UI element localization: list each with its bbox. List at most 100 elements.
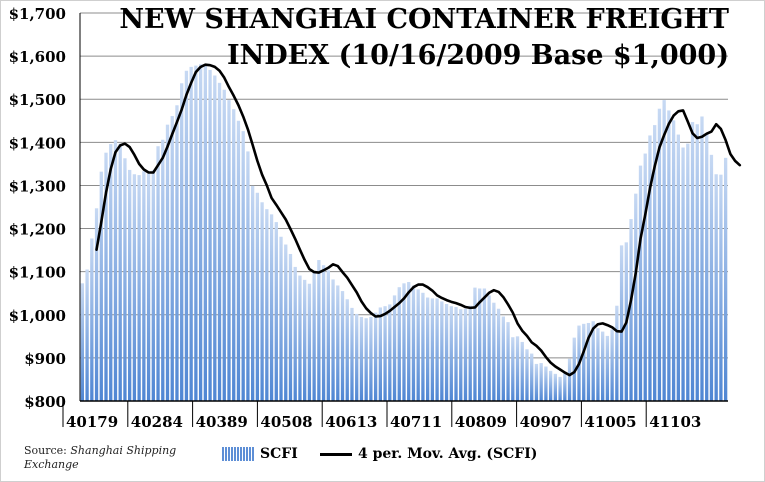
legend-label-scfi: SCFI: [260, 446, 298, 462]
bar: [359, 316, 364, 401]
bar: [605, 335, 610, 401]
bar: [355, 313, 359, 401]
bar: [321, 265, 326, 401]
bar: [132, 174, 137, 401]
bar: [553, 373, 558, 401]
x-tick-label: 40711: [390, 413, 442, 431]
bar: [676, 134, 680, 401]
bar: [530, 353, 534, 401]
bar: [378, 307, 382, 401]
bar: [643, 153, 647, 401]
bar: [511, 337, 515, 401]
y-tick-labels: $800 $900 $1,000 $1,100 $1,200 $1,300 $1,400 $1…: [9, 5, 66, 411]
bar: [619, 245, 624, 401]
bar: [170, 116, 174, 401]
bar: [250, 185, 255, 401]
x-tick-label: 40284: [131, 413, 183, 431]
bar: [515, 336, 520, 401]
bar: [700, 116, 704, 401]
bar: [402, 283, 406, 401]
legend-bar-swatch: [222, 447, 254, 461]
bar: [326, 270, 330, 401]
bar: [274, 222, 278, 401]
bar: [203, 65, 207, 401]
bar: [534, 363, 539, 401]
bar: [444, 304, 449, 401]
bar: [293, 266, 297, 401]
bar: [184, 70, 189, 402]
bar: [118, 143, 122, 401]
bar: [610, 329, 614, 401]
bar: [459, 309, 463, 401]
bar: [151, 170, 155, 401]
bar: [425, 297, 430, 401]
bar: [657, 108, 662, 402]
bar: [407, 282, 411, 401]
chart-title-line-1: NEW SHANGHAI CONTAINER FREIGHT: [119, 4, 729, 35]
bar: [525, 349, 529, 401]
bar: [572, 337, 576, 401]
bar: [142, 171, 146, 401]
bar: [383, 306, 387, 401]
bar: [232, 109, 236, 401]
bar: [719, 174, 723, 401]
bar: [90, 238, 94, 401]
bar: [558, 376, 562, 401]
x-tick-label: 40613: [325, 413, 377, 431]
bar: [463, 308, 468, 401]
bar: [686, 143, 690, 401]
bar: [364, 318, 368, 401]
y-tick-label: $1,600: [9, 48, 66, 66]
y-tick-label: $800: [24, 393, 66, 411]
y-tick-label: $1,700: [9, 5, 66, 23]
source-note: Source: Shanghai Shipping: [24, 444, 176, 457]
bar: [80, 283, 85, 401]
bar: [307, 283, 312, 401]
bar-series-scfi: [80, 64, 728, 402]
x-tick-labels: 40179 40284 40389 40508 40613 40711 40809 40907…: [62, 401, 701, 431]
bar: [269, 214, 274, 401]
bar: [165, 124, 170, 401]
bar: [392, 295, 397, 401]
bar: [279, 236, 283, 401]
x-tick-label: 40809: [455, 413, 507, 431]
legend-item-scfi: SCFI: [222, 446, 298, 462]
bar: [567, 358, 572, 401]
bar: [596, 328, 600, 401]
bar: [85, 269, 89, 401]
moving-average-line: [95, 63, 742, 377]
bar: [123, 158, 127, 401]
bar: [411, 285, 416, 401]
bar: [194, 65, 198, 401]
bar: [222, 89, 226, 402]
bar: [236, 120, 241, 401]
bar: [487, 295, 491, 401]
legend-label-moving-average: 4 per. Mov. Avg. (SCFI): [358, 446, 538, 462]
bar: [473, 287, 477, 401]
bar: [563, 371, 567, 401]
bar: [213, 75, 217, 401]
bar: [723, 157, 728, 401]
bar: [99, 171, 103, 401]
bar: [397, 287, 401, 401]
y-tick-label: $1,300: [9, 177, 66, 195]
bar: [482, 288, 487, 401]
bar: [615, 305, 619, 401]
y-tick-label: $1,400: [9, 134, 66, 152]
bar: [94, 208, 99, 401]
bar: [478, 288, 482, 401]
bar: [416, 289, 420, 401]
bar: [454, 307, 458, 401]
bar: [284, 244, 288, 401]
bar: [662, 100, 666, 401]
bar: [161, 139, 165, 401]
bar: [435, 298, 439, 401]
bar: [312, 270, 316, 401]
legend-line-swatch: [320, 452, 352, 456]
bar: [648, 135, 652, 401]
bar: [265, 209, 269, 401]
bar: [653, 125, 657, 401]
bar: [520, 341, 524, 401]
x-tick-label: 41103: [649, 413, 701, 431]
